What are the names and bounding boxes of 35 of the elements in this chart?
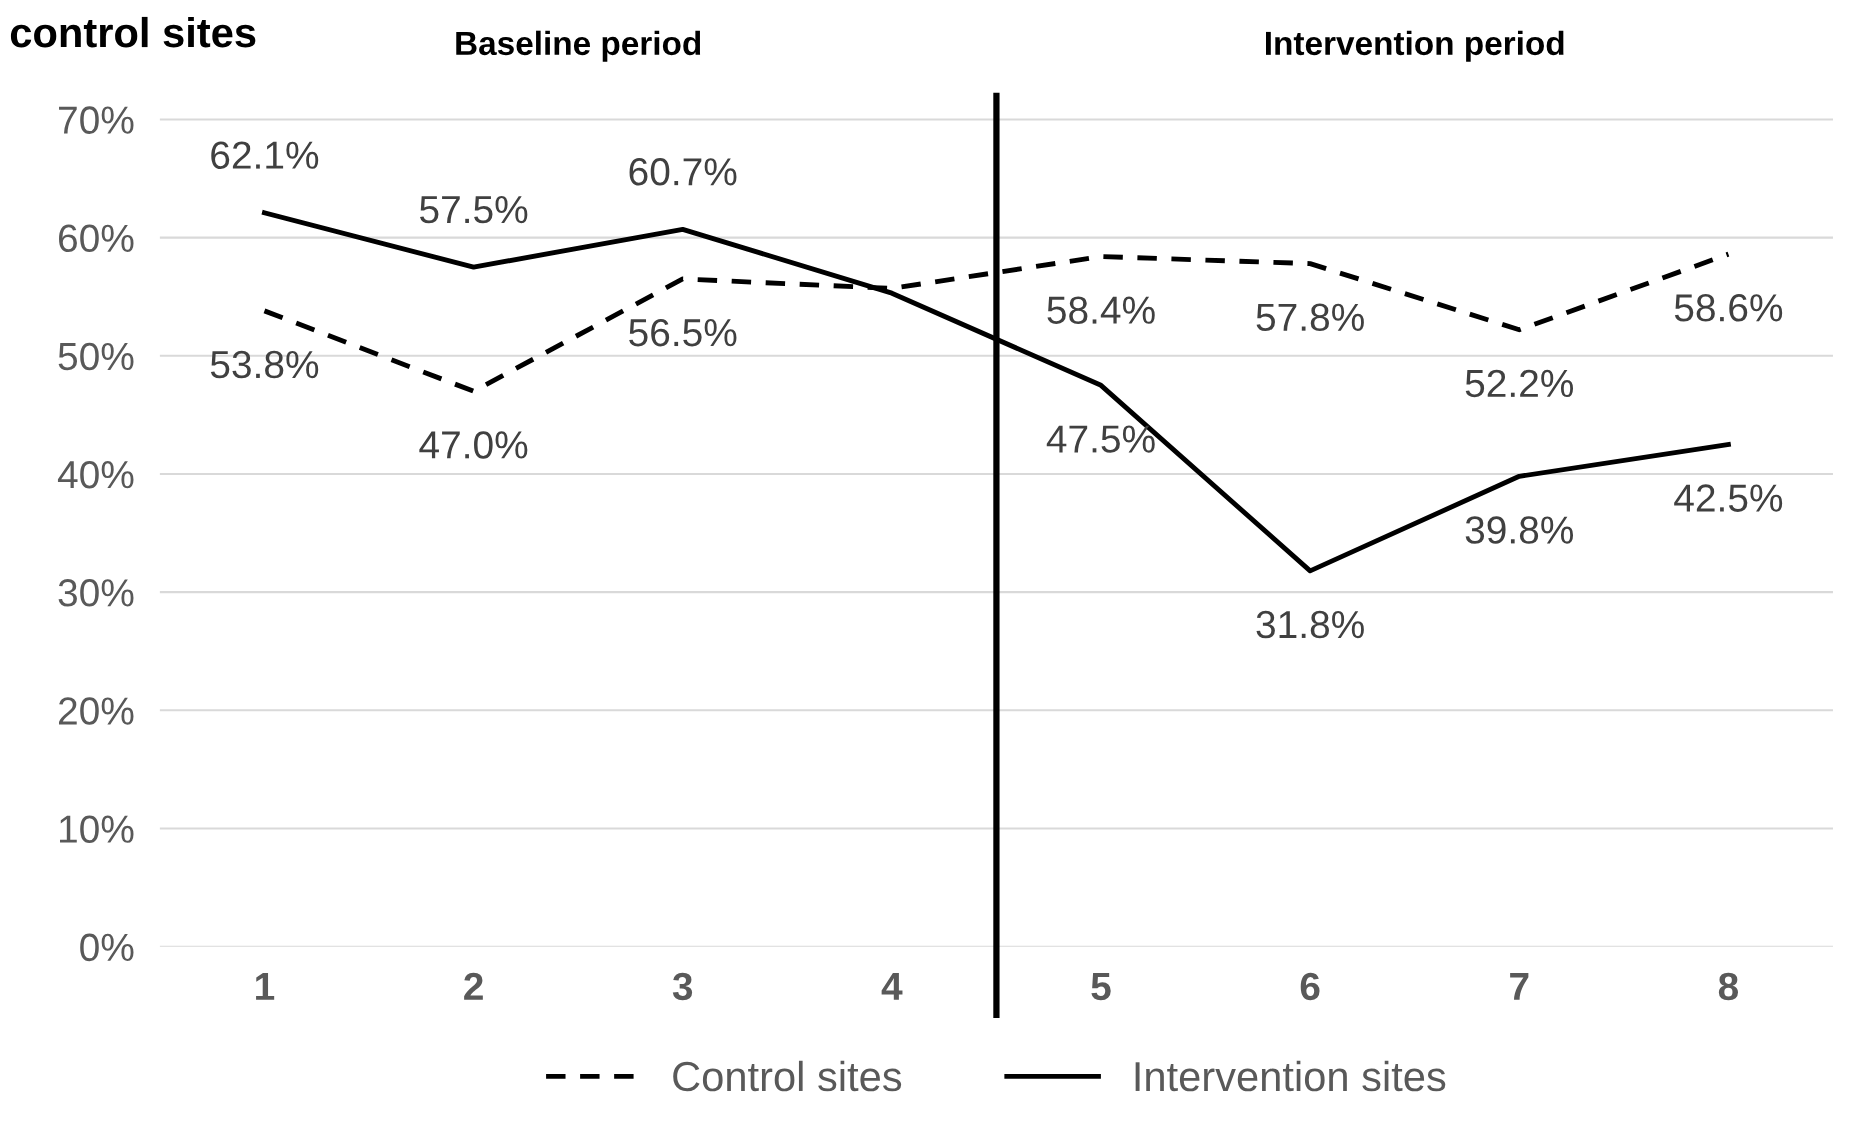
- data-label: 52.2%: [1465, 369, 1574, 398]
- x-tick-label: 4: [881, 973, 903, 1000]
- text: Baseline period: [456, 30, 701, 62]
- y-tick-label: 20%: [59, 697, 134, 725]
- chart-title: control sites: [10, 16, 256, 48]
- data-label: 39.8%: [1465, 516, 1574, 544]
- data-label: 47.0%: [419, 431, 528, 459]
- data-label: 60.7%: [629, 158, 737, 186]
- x-tick-label: 2: [464, 972, 483, 1000]
- data-label: 47.5%: [1046, 425, 1155, 453]
- data-label: 57.8%: [1256, 303, 1364, 332]
- data-label: 57.5%: [420, 195, 528, 224]
- data-label: 53.8%: [210, 350, 319, 379]
- x-tick-label: 8: [1718, 972, 1739, 1001]
- data-label: 62.1%: [211, 141, 319, 169]
- x-tick-label: 6: [1300, 972, 1320, 1001]
- y-tick-label: 0%: [80, 933, 134, 962]
- y-tick-label: 40%: [57, 460, 134, 489]
- x-tick-label: 1: [256, 973, 275, 1000]
- text: Intervention period: [1266, 30, 1564, 62]
- y-tick-label: 50%: [58, 342, 134, 371]
- y-tick-label: 60%: [59, 224, 134, 253]
- x-tick-label: 5: [1091, 973, 1111, 1001]
- y-tick-label: 70%: [59, 106, 134, 134]
- legend-label: Control sites: [673, 1060, 902, 1092]
- y-tick-label: 10%: [60, 815, 134, 843]
- y-tick-label: 30%: [58, 579, 134, 607]
- x-tick-label: 7: [1510, 973, 1529, 1000]
- data-label: 42.5%: [1674, 484, 1783, 512]
- legend-label: Intervention sites: [1135, 1060, 1446, 1092]
- x-tick-label: 3: [672, 972, 693, 1001]
- data-label: 56.5%: [629, 318, 737, 347]
- data-label: 58.6%: [1674, 294, 1783, 322]
- data-label: 31.8%: [1256, 610, 1364, 639]
- data-label: 58.4%: [1047, 296, 1155, 324]
